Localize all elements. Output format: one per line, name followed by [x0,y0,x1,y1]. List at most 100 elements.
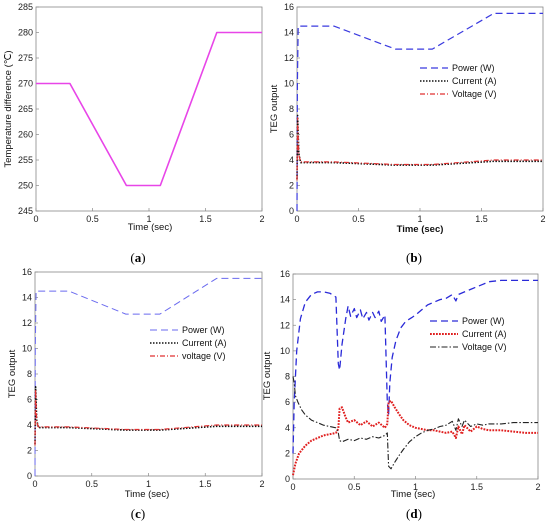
xticks-c: 0 0.5 1 1.5 2 [32,473,265,489]
legend-label-b-2: Voltage (V) [452,89,497,99]
legend-c: Power (W) Current (A) voltage (V) [150,325,227,361]
y-tick-label-d: 8 [285,372,290,382]
legend-b: Power (W) Current (A) Voltage (V) [420,63,497,99]
legend-label-c-1: Current (A) [182,338,227,348]
x-tick-label-a: 0 [33,214,38,224]
y-tick-label-a: 280 [18,28,33,38]
yticks-a: 245 250 255 260 265 270 275 280 285 [18,2,39,216]
y-tick-label-d: 4 [285,423,290,433]
x-tick-label-c: 2 [259,479,264,489]
series-line-c-1 [34,385,262,445]
series-line-d-0 [292,279,538,454]
y-axis-label-c: TEG output [7,349,18,398]
x-tick-label-b: 0 [294,214,299,224]
legend-label-b-1: Current (A) [452,76,497,86]
y-tick-label-c: 14 [22,293,32,303]
y-tick-label-b: 2 [289,181,294,191]
y-tick-label-d: 10 [280,346,290,356]
panel-b: 0 2 4 6 8 10 12 14 16 0 0.5 1 1.5 2 Power (W) Current… [269,2,546,235]
y-tick-label-c: 2 [27,446,32,456]
y-tick-label-a: 250 [18,181,33,191]
yticks-b: 0 2 4 6 8 10 12 14 16 [284,2,300,216]
y-tick-label-c: 6 [27,395,32,405]
x-tick-label-a: 2 [259,214,264,224]
panel-c: 0 2 4 6 8 10 12 14 16 0 0.5 1 1.5 2 Power (W) Current… [7,267,265,500]
series-d [292,279,538,476]
y-tick-label-b: 0 [289,206,294,216]
legend-label-c-0: Power (W) [182,325,225,335]
x-tick-label-d: 0.5 [348,482,361,492]
y-tick-label-c: 12 [22,318,32,328]
y-tick-label-a: 270 [18,79,33,89]
x-tick-label-a: 1.5 [199,214,212,224]
x-axis-label-c: Time (sec) [125,489,170,500]
y-tick-label-d: 14 [280,295,290,305]
caption-c: (c) [131,506,145,521]
x-axis-label-a: Time (sec) [128,222,173,233]
x-tick-label-d: 1 [413,482,418,492]
xticks-b: 0 0.5 1 1.5 2 [294,208,546,224]
x-axis-label-b: Time (sec) [397,224,444,235]
x-tick-label-b: 2 [540,214,545,224]
x-tick-label-c: 0.5 [85,479,98,489]
y-tick-label-b: 12 [284,53,294,63]
x-axis-label-d: Time (sec) [391,489,436,500]
x-tick-label-c: 0 [32,479,37,489]
y-tick-label-b: 4 [289,155,294,165]
legend-d: Power (W) Current (A) Voltage (V) [430,316,507,352]
x-tick-label-d: 2 [535,482,540,492]
x-tick-label-b: 1 [417,214,422,224]
series-b [296,12,543,212]
y-tick-label-a: 275 [18,53,33,63]
x-tick-label-c: 1.5 [199,479,212,489]
legend-label-d-1: Current (A) [462,329,507,339]
x-tick-label-d: 1.5 [470,482,483,492]
series-line-d-1 [292,399,538,476]
caption-b: (b) [406,250,422,265]
y-axis-label-b: TEG output [269,84,280,133]
y-tick-label-c: 8 [27,369,32,379]
x-tick-label-a: 1 [146,214,151,224]
y-axis-label-a: Temperature difference (℃) [3,50,14,167]
axes-box-a [35,6,263,212]
legend-label-d-2: Voltage (V) [462,342,507,352]
y-tick-label-b: 8 [289,104,294,114]
yticks-d: 0 2 4 6 8 10 12 14 16 [280,269,296,484]
y-tick-label-b: 10 [284,79,294,89]
y-tick-label-b: 16 [284,2,294,12]
series-line-b-0 [296,12,543,212]
x-tick-label-a: 0.5 [86,214,99,224]
y-tick-label-c: 4 [27,420,32,430]
legend-label-d-0: Power (W) [462,316,505,326]
y-tick-label-a: 245 [18,206,33,216]
y-tick-label-b: 14 [284,28,294,38]
panel-d: 0 2 4 6 8 10 12 14 16 0 0.5 1 1.5 2 Power (W) Current… [262,269,541,500]
x-tick-label-c: 1 [146,479,151,489]
series-c [34,277,262,477]
axes-box-b [296,6,544,212]
legend-label-c-2: voltage (V) [182,351,226,361]
series-line-b-1 [296,114,543,180]
x-tick-label-d: 0 [290,482,295,492]
series-a [36,31,262,187]
series-line-a-0 [36,31,262,187]
y-tick-label-d: 6 [285,397,290,407]
y-tick-label-a: 285 [18,2,33,12]
y-tick-label-c: 16 [22,267,32,277]
y-axis-label-d: TEG output [262,351,273,400]
series-line-d-2 [292,376,538,470]
y-tick-label-a: 265 [18,104,33,114]
caption-a: (a) [130,250,145,265]
axes-box-d [292,273,539,480]
xticks-d: 0 0.5 1 1.5 2 [290,476,541,492]
caption-d: (d) [406,506,422,521]
y-tick-label-c: 10 [22,344,32,354]
y-tick-label-d: 2 [285,448,290,458]
series-line-b-2 [296,117,543,181]
x-tick-label-b: 1.5 [475,214,488,224]
y-tick-label-c: 0 [27,471,32,481]
xticks-a: 0 0.5 1 1.5 2 [33,208,265,224]
x-tick-label-b: 0.5 [352,214,365,224]
series-line-c-2 [34,388,262,446]
